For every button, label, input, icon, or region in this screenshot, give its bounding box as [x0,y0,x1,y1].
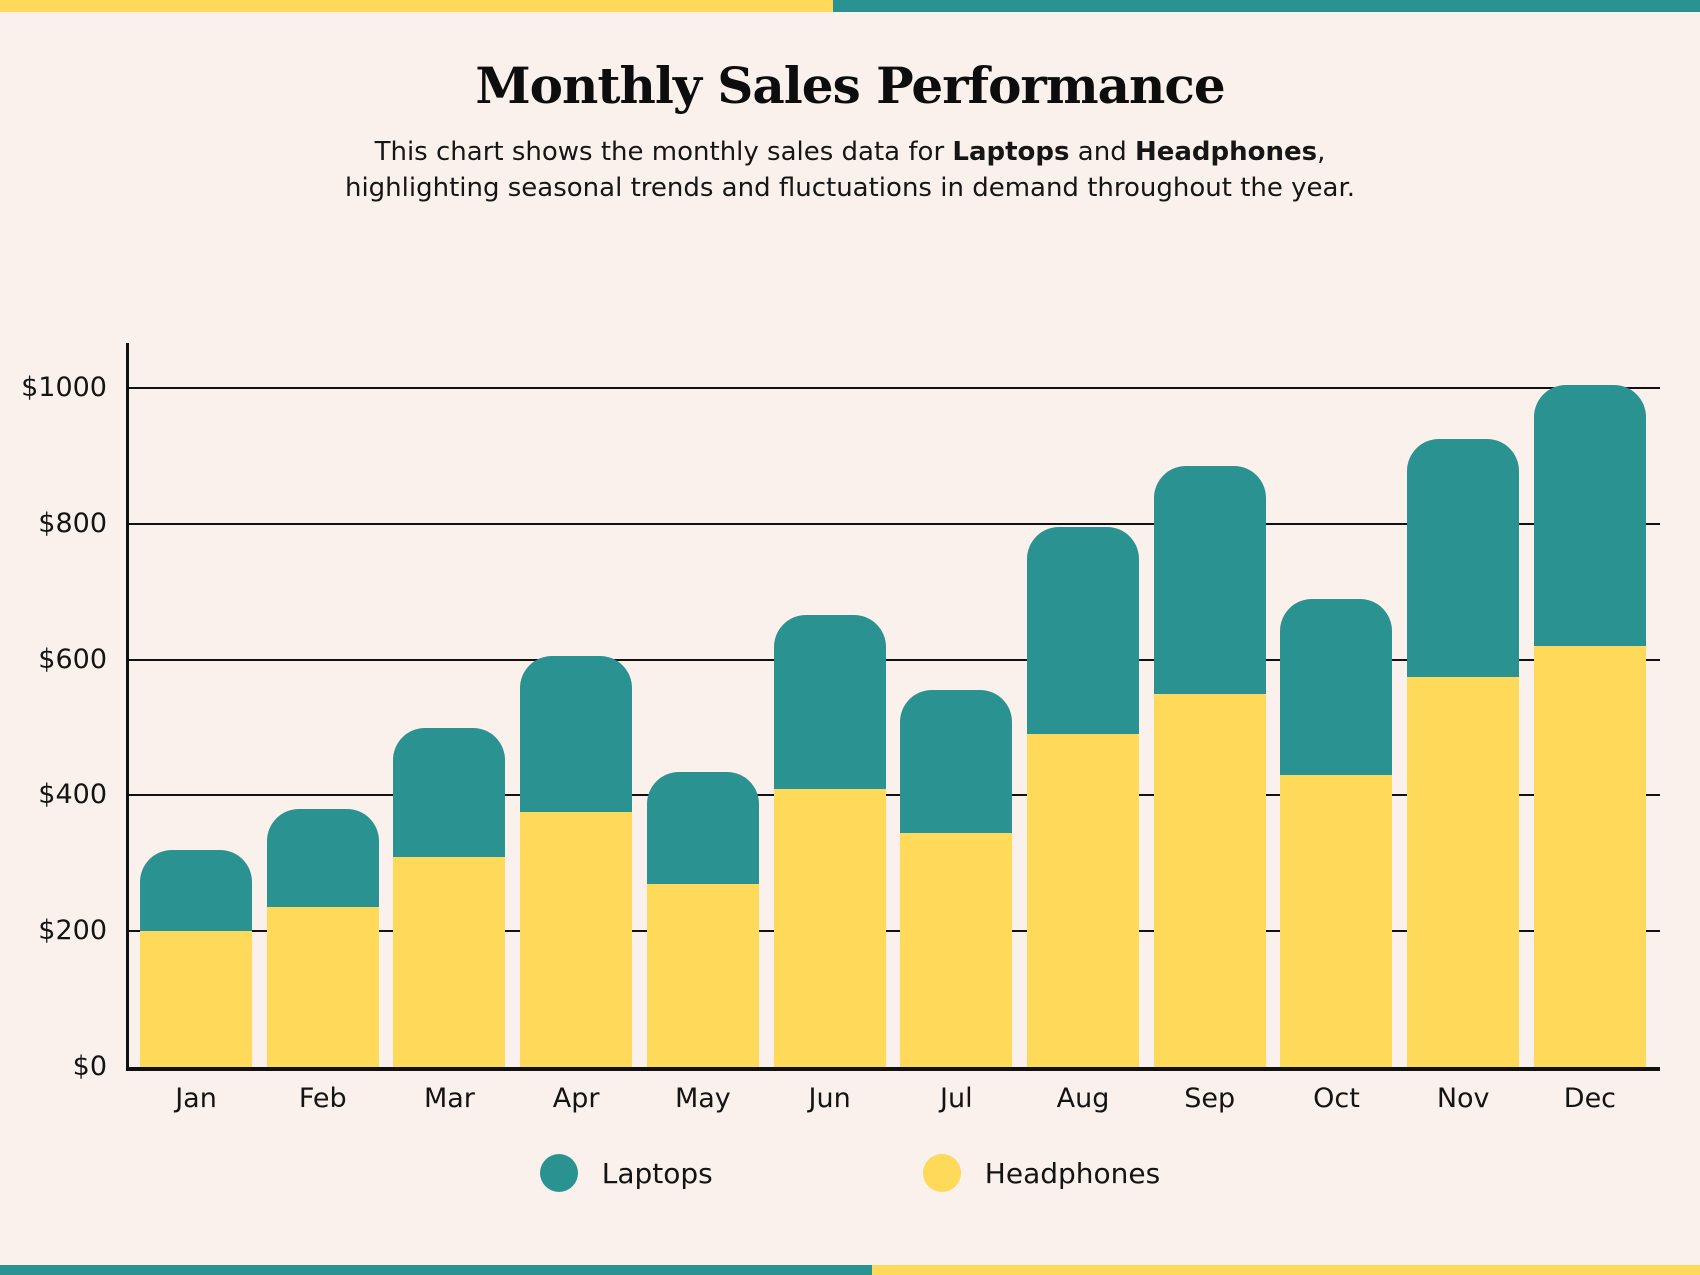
bar-jun-headphones-segment [773,788,886,1067]
y-tick-label-400: $400 [38,779,107,811]
legend-item-laptops: Laptops [539,1154,713,1192]
bar-sep-headphones-segment [1153,693,1266,1067]
bar-aug-headphones-segment [1027,734,1140,1067]
bottom-accent-bar [0,1265,1700,1275]
y-axis-tick-labels: $0 $200 $400 $600 $800 $1000 [0,343,107,1082]
bar-feb-headphones-segment [266,907,379,1067]
subtitle-line2: highlighting seasonal trends and fluctua… [344,173,1356,203]
bar-jan-laptops-segment [140,849,252,932]
x-label-jun: Jun [808,1083,851,1114]
x-label-jan: Jan [175,1083,217,1114]
bar-dec-headphones-segment [1533,646,1646,1067]
x-label-dec: Dec [1563,1083,1617,1114]
bar-jul [900,690,1013,1067]
bar-apr-laptops-segment [520,656,633,813]
x-axis-labels: Jan Feb Mar Apr May Jun Jul Aug Sep Oct Nov Dec [126,1081,1660,1117]
bar-may-headphones-segment [646,883,759,1067]
subtitle-text: and [1069,137,1135,167]
y-tick-label-200: $200 [38,915,107,947]
headphones-swatch-icon [922,1154,961,1192]
bar-dec-laptops-segment [1533,384,1646,647]
bar-may [646,771,759,1067]
bar-jan [140,849,252,1067]
x-label-may: May [674,1083,731,1114]
y-tick-label-800: $800 [38,507,107,539]
gridline-800 [126,522,1660,525]
gridline-200 [126,930,1660,933]
bar-nov-laptops-segment [1407,438,1520,677]
bar-sep-laptops-segment [1153,466,1266,694]
bar-feb [266,808,379,1067]
bar-apr [520,656,633,1067]
subtitle-text: , [1317,137,1326,167]
bar-sep [1153,466,1266,1067]
x-axis-baseline [126,1067,1660,1071]
top-accent-bar [0,0,1700,12]
bar-oct-headphones-segment [1280,775,1393,1067]
bar-jun [773,615,886,1067]
bar-mar-headphones-segment [393,856,506,1067]
bar-jun-laptops-segment [773,615,886,789]
bar-jul-headphones-segment [900,832,1013,1067]
chart-plot-area [126,343,1660,1071]
legend-label-laptops: Laptops [601,1156,713,1190]
chart-title: Monthly Sales Performance [475,56,1225,115]
y-axis-line [126,343,129,1071]
bar-nov-headphones-segment [1407,676,1520,1067]
top-accent-teal-segment [833,0,1700,12]
legend-label-headphones: Headphones [984,1156,1161,1190]
x-label-feb: Feb [298,1083,347,1114]
bar-may-laptops-segment [646,771,759,884]
bar-apr-headphones-segment [520,812,633,1067]
y-tick-label-1000: $1000 [21,372,107,403]
bar-mar-laptops-segment [393,727,506,857]
bar-jul-laptops-segment [900,690,1013,833]
bar-aug [1027,527,1140,1067]
x-label-mar: Mar [423,1083,475,1114]
bar-nov [1407,438,1520,1067]
chart-subtitle: This chart shows the monthly sales data … [0,134,1700,206]
subtitle-text: This chart shows the monthly sales data … [374,137,953,167]
y-tick-label-600: $600 [38,643,107,675]
bar-oct [1280,598,1393,1067]
bar-mar [393,727,506,1067]
legend-item-headphones: Headphones [922,1154,1161,1192]
y-tick-label-0: $0 [72,1051,107,1082]
top-accent-yellow-segment [0,0,833,12]
bar-oct-laptops-segment [1280,598,1393,776]
x-label-aug: Aug [1056,1083,1110,1114]
bar-aug-laptops-segment [1027,527,1140,735]
bar-jan-headphones-segment [140,931,252,1067]
x-label-nov: Nov [1436,1083,1490,1114]
x-label-apr: Apr [552,1083,600,1114]
x-label-jul: Jul [940,1083,973,1114]
laptops-swatch-icon [539,1154,578,1192]
bottom-accent-teal-segment [0,1265,872,1275]
subtitle-bold-headphones: Headphones [1134,137,1318,167]
gridline-400 [126,794,1660,797]
gridline-600 [126,658,1660,661]
bottom-accent-yellow-segment [872,1265,1700,1275]
chart-legend: Laptops Headphones [0,1150,1700,1196]
bar-feb-laptops-segment [266,808,379,908]
x-label-sep: Sep [1184,1083,1236,1114]
bar-dec [1533,384,1646,1067]
x-label-oct: Oct [1313,1083,1360,1114]
gridline-1000 [126,387,1660,389]
subtitle-bold-laptops: Laptops [952,137,1070,167]
